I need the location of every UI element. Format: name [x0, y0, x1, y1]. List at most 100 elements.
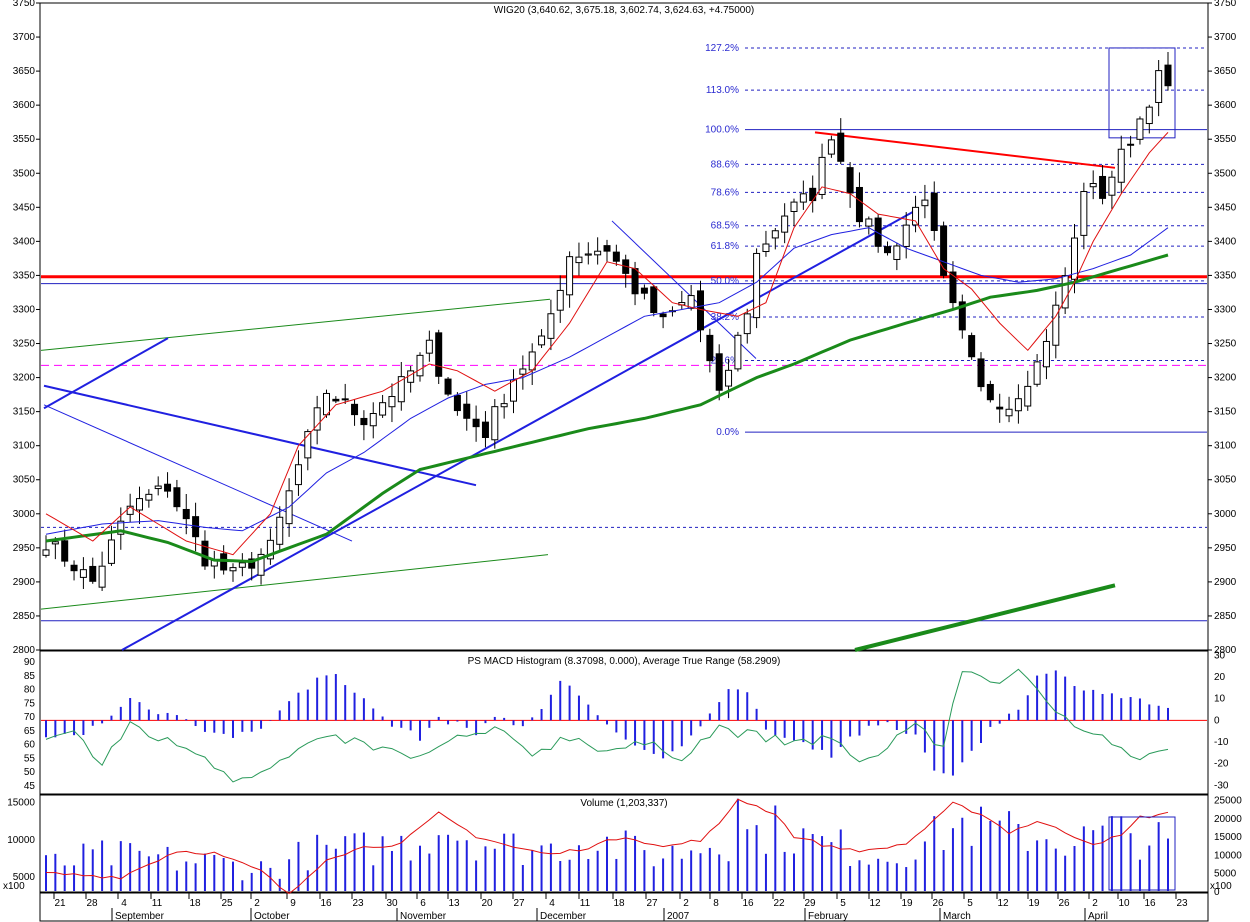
macd-tick-label-left: 80 — [24, 685, 36, 696]
candle — [1164, 64, 1172, 87]
candle — [351, 403, 359, 416]
day-label: 5 — [840, 898, 846, 909]
candle — [781, 215, 789, 233]
candle — [98, 565, 106, 588]
price-tick-label-right: 3400 — [1214, 236, 1237, 247]
trend-line — [611, 220, 757, 359]
price-tick-label-right: 3300 — [1214, 304, 1237, 315]
date-axis — [39, 892, 1209, 922]
candle — [294, 464, 302, 486]
candle — [1127, 143, 1135, 146]
resistance-line — [814, 131, 1116, 169]
candle — [1014, 398, 1022, 412]
candle — [201, 540, 209, 567]
price-tick-label-right: 2950 — [1214, 543, 1237, 554]
price-tick-label-right: 3000 — [1214, 509, 1237, 520]
candle — [949, 271, 957, 304]
fib-level-label: 38.2% — [711, 312, 739, 323]
volume-tick-label-left: 5000 — [13, 872, 36, 883]
day-label: 29 — [804, 898, 816, 909]
highlight-box — [1108, 816, 1176, 891]
volume-tick-label-right: 0 — [1214, 887, 1220, 898]
macd-tick-label-left: 55 — [24, 753, 36, 764]
candle — [145, 493, 153, 501]
macd-tick-label-left: 70 — [24, 712, 36, 723]
price-tick-label-left: 3150 — [13, 407, 36, 418]
candle — [659, 313, 667, 318]
day-label: 13 — [448, 898, 460, 909]
candle — [1052, 304, 1060, 346]
trend-line — [43, 337, 169, 410]
candle — [528, 351, 536, 371]
price-tick-label-left: 3700 — [13, 32, 36, 43]
price-tick-label-right: 3450 — [1214, 202, 1237, 213]
candle — [107, 539, 115, 564]
day-label: 23 — [352, 898, 364, 909]
volume-title: Volume (1,203,337) — [580, 798, 667, 809]
candle — [771, 230, 779, 239]
volume-tick-label-left: 15000 — [7, 797, 35, 808]
uptrend-line — [121, 209, 916, 651]
macd-tick-label-left: 90 — [24, 657, 36, 668]
day-label: 11 — [152, 898, 163, 909]
price-tick-label-right: 3100 — [1214, 441, 1237, 452]
candle — [884, 246, 891, 254]
candle — [416, 354, 424, 377]
macd-tick-label-left: 65 — [24, 726, 36, 737]
candle — [968, 335, 976, 358]
price-tick-label-left: 3500 — [13, 168, 36, 179]
month-label: November — [400, 911, 447, 922]
day-label: 25 — [221, 898, 233, 909]
candle — [369, 413, 377, 427]
candle — [388, 396, 396, 408]
price-tick-label-left: 3250 — [13, 339, 36, 350]
month-label: March — [943, 911, 971, 922]
macd-tick-label-left: 45 — [24, 781, 36, 792]
candle — [79, 569, 87, 578]
candle — [631, 268, 639, 295]
day-label: 27 — [513, 898, 525, 909]
price-tick-label-right: 3200 — [1214, 373, 1237, 384]
day-label: 16 — [1144, 898, 1156, 909]
price-tick-label-right: 3050 — [1214, 475, 1237, 486]
candle — [809, 187, 817, 202]
candle — [996, 406, 1004, 410]
candle — [42, 549, 50, 556]
candle — [323, 392, 330, 416]
day-label: 28 — [86, 898, 98, 909]
day-label: 30 — [386, 898, 398, 909]
candle — [743, 313, 751, 335]
price-tick-label-left: 3400 — [13, 236, 36, 247]
moving-average-mid — [45, 227, 1169, 535]
price-tick-label-right: 3550 — [1214, 134, 1237, 145]
candle — [1071, 237, 1078, 280]
candle — [164, 483, 172, 492]
volume-scale-note-left: x100 — [3, 881, 25, 892]
candle — [818, 156, 826, 195]
candle — [444, 378, 452, 395]
candle — [734, 334, 742, 370]
candle — [435, 332, 443, 377]
candle — [1136, 118, 1144, 140]
candle — [725, 369, 733, 387]
price-tick-label-left: 3300 — [13, 304, 36, 315]
price-tick-label-right: 2900 — [1214, 577, 1237, 588]
price-tick-label-left: 2850 — [13, 611, 36, 622]
candle — [1099, 175, 1107, 199]
candle — [238, 562, 246, 568]
candle — [304, 431, 312, 459]
candle — [463, 403, 471, 419]
day-label: 2 — [683, 898, 689, 909]
price-title: WIG20 (3,640.62, 3,675.18, 3,602.74, 3,6… — [494, 5, 754, 16]
volume-average-line — [45, 798, 1169, 895]
day-label: 11 — [580, 898, 591, 909]
candle — [266, 539, 274, 560]
price-tick-label-left: 3100 — [13, 441, 36, 452]
candle — [397, 376, 405, 403]
candle — [650, 286, 658, 313]
day-label: 10 — [1118, 898, 1130, 909]
atr-line — [45, 668, 1169, 783]
candle — [640, 287, 648, 294]
macd-tick-label-right: 30 — [1214, 650, 1226, 661]
